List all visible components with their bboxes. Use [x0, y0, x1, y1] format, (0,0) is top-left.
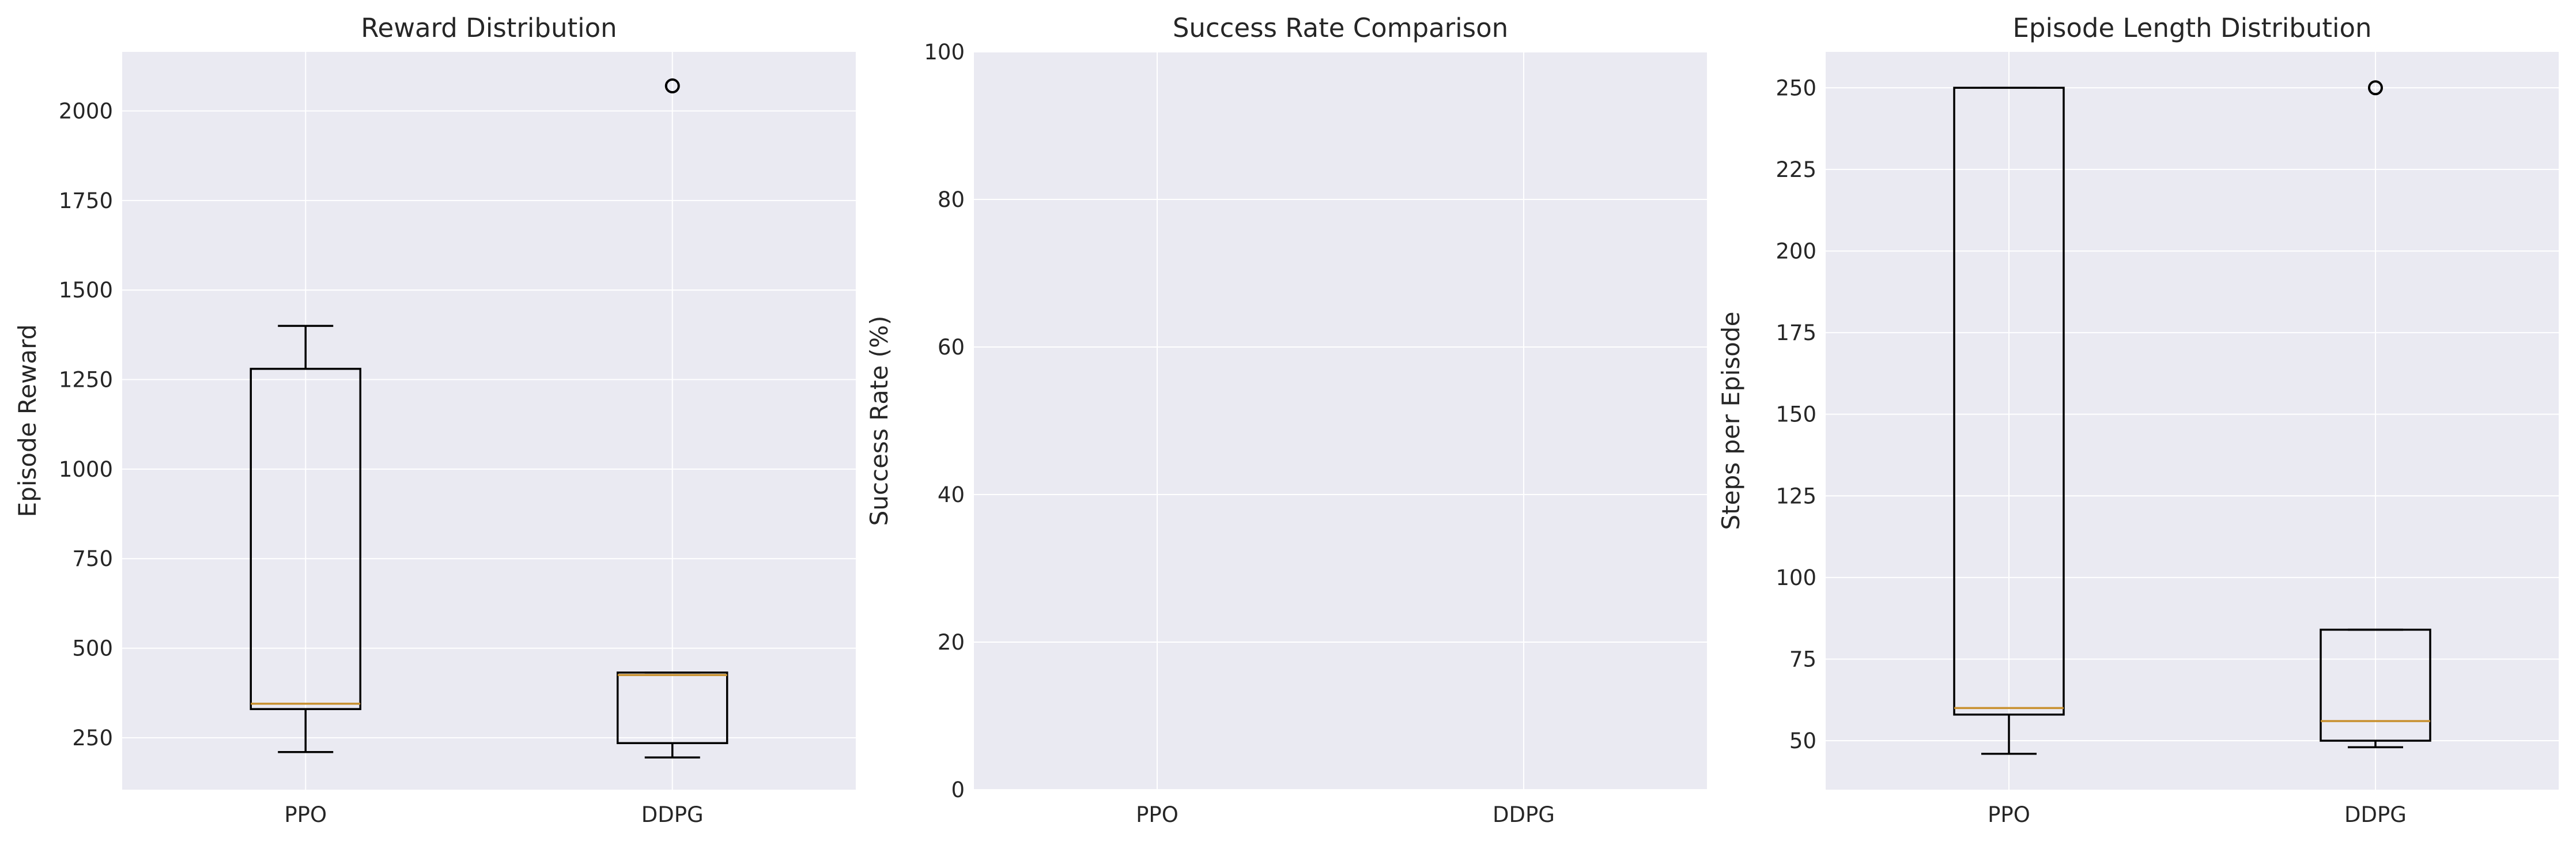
- plot-area: [1826, 52, 2559, 790]
- chart-title: Reward Distribution: [361, 13, 617, 43]
- interquartile-box: [617, 672, 728, 744]
- x-tick-label: DDPG: [641, 802, 704, 827]
- y-tick-label: 50: [1789, 729, 1816, 753]
- y-tick-label: 20: [938, 630, 965, 655]
- y-tick-label: 40: [938, 482, 965, 507]
- y-tick-label: 250: [72, 726, 113, 750]
- y-tick-label: 125: [1776, 484, 1816, 508]
- box-ppo: [250, 325, 361, 753]
- y-tick-label: 200: [1776, 239, 1816, 263]
- y-tick-label: 0: [951, 778, 965, 802]
- outlier-point: [664, 78, 680, 94]
- y-tick-label: 100: [924, 40, 965, 65]
- y-axis-label: Success Rate (%): [865, 316, 893, 526]
- interquartile-box: [2320, 628, 2431, 742]
- y-tick-label: 1250: [59, 368, 113, 393]
- x-tick-label: DDPG: [2344, 802, 2407, 827]
- interquartile-box: [1953, 86, 2065, 716]
- reward-distribution-panel: 250 500 750 1000 1250 1500 1750 2000 PPO DDPG Rewa…: [13, 13, 856, 827]
- x-tick-label: DDPG: [1493, 802, 1555, 827]
- y-tick-label: 175: [1776, 320, 1816, 345]
- chart-title: Episode Length Distribution: [2012, 13, 2371, 43]
- interquartile-box: [250, 368, 361, 710]
- y-tick-label: 100: [1776, 565, 1816, 590]
- y-axis-label: Steps per Episode: [1717, 312, 1745, 530]
- y-tick-label: 1500: [59, 278, 113, 303]
- y-tick-label: 150: [1776, 402, 1816, 427]
- y-axis-label: Episode Reward: [13, 325, 41, 518]
- box-ddpg: [2320, 80, 2431, 749]
- outlier-point: [2368, 80, 2383, 96]
- plot-area: [974, 52, 1707, 790]
- y-tick-label: 225: [1776, 157, 1816, 182]
- y-tick-label: 1750: [59, 188, 113, 213]
- episode-length-panel: 50 75 100 125 150 175 200 225 250 PPO DDPG Episode …: [1717, 13, 2559, 827]
- y-tick-label: 2000: [59, 99, 113, 124]
- chart-title: Success Rate Comparison: [1173, 13, 1508, 43]
- y-tick-label: 250: [1776, 76, 1816, 100]
- plot-area: [122, 52, 856, 790]
- box-ddpg: [617, 78, 728, 759]
- y-tick-label: 75: [1789, 647, 1816, 672]
- y-tick-label: 60: [938, 335, 965, 360]
- y-tick-label: 1000: [59, 457, 113, 482]
- y-tick-label: 750: [72, 546, 113, 571]
- box-ppo: [1953, 86, 2065, 755]
- y-tick-label: 80: [938, 187, 965, 212]
- x-tick-label: PPO: [1988, 802, 2030, 827]
- x-tick-label: PPO: [284, 802, 327, 827]
- y-tick-label: 500: [72, 636, 113, 661]
- x-tick-label: PPO: [1136, 802, 1179, 827]
- success-rate-panel: 0 20 40 60 80 100 PPO DDPG Success Rate Comparis…: [865, 13, 1707, 827]
